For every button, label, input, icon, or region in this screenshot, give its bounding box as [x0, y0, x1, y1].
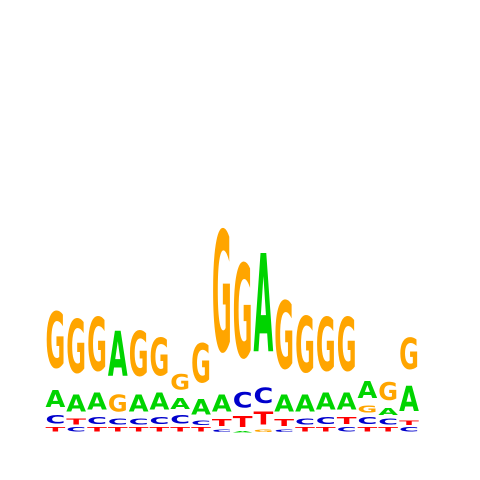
logo-letter-T: T — [295, 426, 316, 433]
logo-letter-A: A — [46, 385, 66, 412]
logo-letter-G: G — [274, 282, 294, 390]
logo-letter-T: T — [87, 426, 108, 433]
logo-letter-A: A — [108, 319, 128, 391]
logo-letter-G: G — [46, 297, 66, 386]
logo-letter-T: T — [233, 413, 253, 431]
logo-letter-A: A — [212, 390, 232, 417]
logo-letter-A: A — [274, 390, 294, 417]
logo-letter-T: T — [150, 426, 171, 433]
logo-letter-T: T — [46, 426, 67, 433]
logo-letter-A: A — [337, 388, 357, 415]
logo-letter-C: C — [337, 426, 357, 433]
logo-letter-T: T — [191, 426, 212, 433]
logo-letter-C: C — [46, 413, 66, 426]
logo-letter-A: A — [358, 376, 378, 403]
logo-letter-T: T — [66, 418, 87, 427]
logo-letter-G: G — [358, 404, 378, 415]
logo-letter-C: C — [87, 415, 107, 426]
logo-letter-A: A — [170, 394, 191, 412]
logo-letter-C: C — [254, 383, 274, 408]
logo-letter-G: G — [150, 327, 170, 389]
logo-letter-A: A — [295, 390, 315, 417]
logo-letter-C: C — [108, 417, 128, 426]
logo-letter-A: A — [233, 431, 253, 433]
logo-letter-G: G — [399, 331, 419, 380]
logo-letter-T: T — [378, 426, 399, 433]
logo-letter-C: C — [66, 426, 86, 433]
logo-letter-C: C — [399, 426, 419, 433]
logo-letter-G: G — [316, 302, 336, 388]
logo-letter-T: T — [337, 415, 357, 426]
logo-letter-T: T — [358, 426, 379, 433]
logo-letter-T: T — [274, 418, 294, 429]
logo-letter-A: A — [316, 388, 336, 415]
logo-letter-T: T — [254, 408, 275, 428]
logo-letter-T: T — [212, 418, 232, 429]
logo-letter-A: A — [150, 388, 170, 415]
logo-letter-T: T — [129, 426, 150, 433]
logo-letter-G: G — [87, 302, 107, 388]
logo-letter-C: C — [191, 420, 211, 427]
logo-letter-G: G — [129, 320, 149, 391]
logo-letter-C: C — [358, 415, 378, 426]
logo-letter-C: C — [316, 415, 336, 426]
logo-letter-T: T — [399, 420, 420, 427]
logo-letter-G: G — [108, 390, 128, 417]
logo-letter-A: A — [191, 395, 212, 420]
logo-letter-G: G — [233, 238, 253, 388]
logo-letter-T: T — [108, 426, 129, 433]
logo-letter-G: G — [212, 197, 232, 390]
logo-letter-A: A — [399, 380, 419, 420]
logo-letter-G: G — [295, 302, 315, 391]
logo-letter-A: A — [66, 390, 86, 417]
logo-letter-A: A — [129, 390, 149, 417]
logo-letter-C: C — [129, 417, 149, 426]
logo-letter-G: G — [254, 429, 274, 433]
logo-letter-T: T — [170, 426, 191, 433]
logo-letter-C: C — [378, 417, 398, 426]
logo-letter-A: A — [87, 388, 107, 415]
logo-letter-C: C — [150, 415, 170, 426]
logo-letter-C: C — [233, 388, 253, 413]
logo-letter-G: G — [170, 371, 190, 395]
logo-letter-T: T — [316, 426, 337, 433]
logo-letter-A: A — [254, 226, 274, 383]
logo-letter-C: C — [212, 428, 232, 433]
logo-letter-G: G — [378, 377, 398, 407]
logo-letter-G: G — [66, 304, 86, 390]
logo-letter-G: G — [191, 331, 211, 394]
logo-letter-C: C — [274, 428, 294, 433]
logo-letter-A: A — [378, 406, 398, 417]
logo-letter-C: C — [170, 413, 190, 426]
logo-letter-G: G — [337, 302, 357, 388]
logo-letter-C: C — [295, 417, 315, 426]
